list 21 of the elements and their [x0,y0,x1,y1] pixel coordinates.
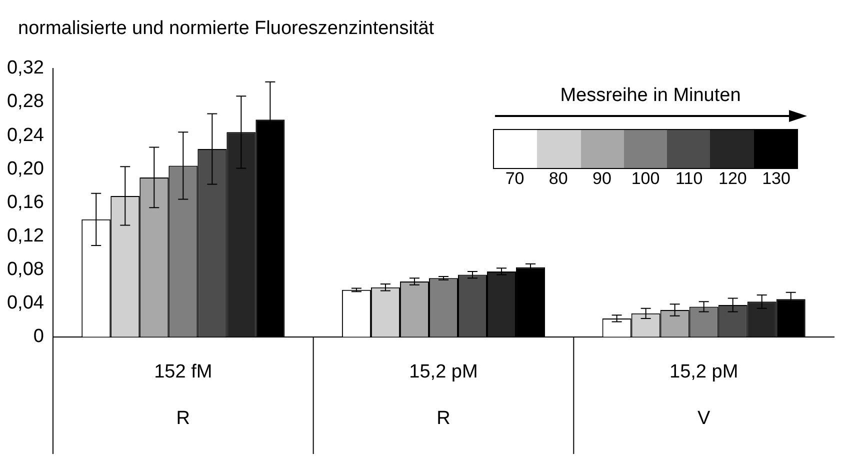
y-tick-label: 0,04 [6,292,44,314]
legend-label: 110 [674,169,704,189]
y-tick-label: 0,12 [6,225,44,246]
legend-label: 120 [717,169,748,189]
legend-label: 70 [504,169,526,189]
y-tick-label: 0 [33,326,44,348]
y-tick-label: 0,16 [6,192,44,213]
y-tick-label: 0,08 [6,259,44,280]
legend-label: 130 [761,169,792,189]
y-tick-label: 0,28 [6,91,44,112]
legend-label: 100 [630,169,661,189]
legend-title: Messreihe in Minuten [559,85,742,107]
category-label: 15,2 pM V [670,361,738,429]
legend-label: 90 [591,169,612,189]
y-tick-label: 0,20 [6,158,44,180]
category-label: 15,2 pM R [409,361,478,429]
y-axis-title: normalisierte und normierte Fluoreszenzintensität [18,18,434,40]
y-tick-label: 0,24 [6,124,44,146]
legend-label: 80 [548,169,569,189]
category-label: 152 fM R [154,361,212,429]
y-tick-label: 0,32 [6,58,44,79]
